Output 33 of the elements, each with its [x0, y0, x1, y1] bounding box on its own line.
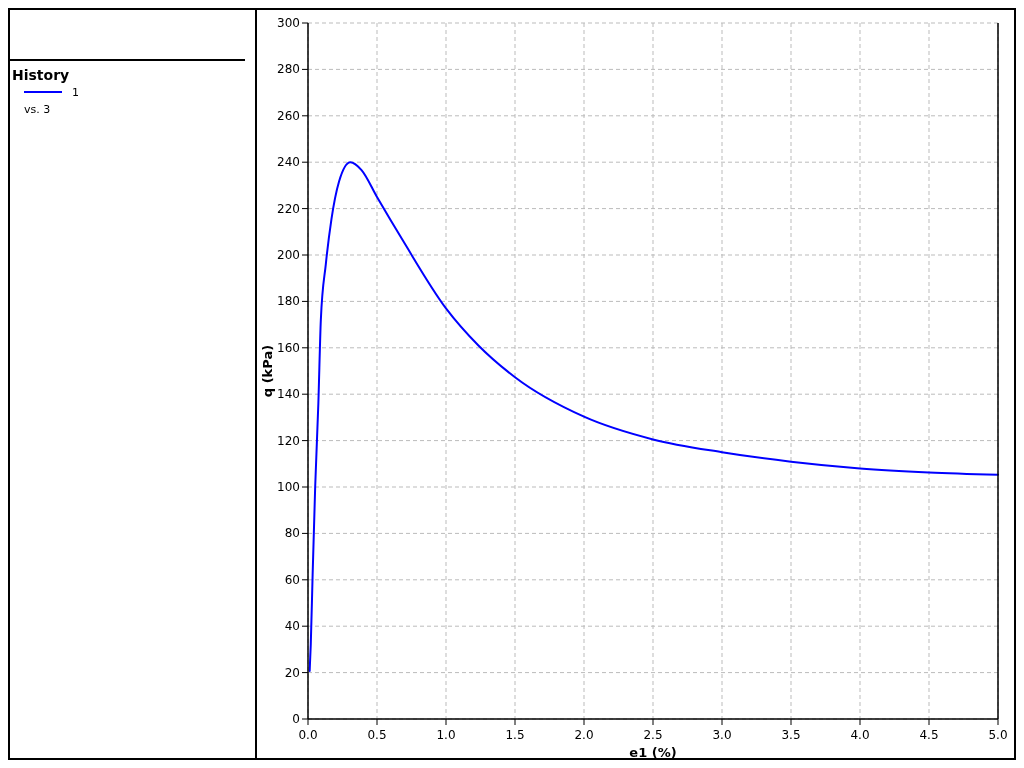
y-axis-title: q (kPa) [260, 344, 275, 398]
y-tick-label: 180 [277, 294, 300, 309]
y-tick-label: 220 [277, 201, 300, 216]
y-tick-label: 160 [277, 340, 300, 355]
legend-label: 1 [72, 86, 79, 99]
y-tick-label: 300 [277, 16, 300, 30]
line-series [308, 161, 999, 672]
y-tick-label: 0 [292, 712, 300, 726]
y-tick-label: 200 [277, 248, 300, 262]
y-tick-label: 260 [277, 108, 300, 123]
x-tick-label: 0.5 [367, 728, 387, 742]
x-tick-label: 0.0 [298, 728, 318, 742]
x-tick-label: 2.0 [574, 728, 594, 742]
y-tick-label: 100 [277, 480, 300, 494]
x-axis-title: e1 (%) [629, 745, 677, 760]
y-tick-label: 40 [284, 619, 300, 634]
y-tick-label: 80 [284, 526, 300, 541]
text: vs. 3 [24, 103, 51, 116]
x-tick-label: 4.5 [919, 728, 939, 742]
x-tick-label: 5.0 [988, 728, 1008, 742]
x-tick-label: 2.5 [643, 728, 663, 742]
x-tick-label: 1.0 [436, 728, 456, 742]
legend-title: History [12, 67, 70, 83]
y-tick-label: 60 [284, 572, 300, 587]
y-tick-label: 140 [277, 387, 300, 402]
x-tick-label: 4.0 [850, 728, 870, 742]
y-tick-label: 20 [284, 665, 300, 680]
x-tick-label: 3.0 [712, 728, 732, 742]
y-tick-label: 120 [277, 433, 300, 448]
y-tick-label: 240 [277, 155, 300, 170]
x-tick-label: 3.5 [781, 728, 801, 742]
y-tick-label: 280 [277, 62, 300, 77]
x-tick-label: 1.5 [505, 728, 525, 742]
